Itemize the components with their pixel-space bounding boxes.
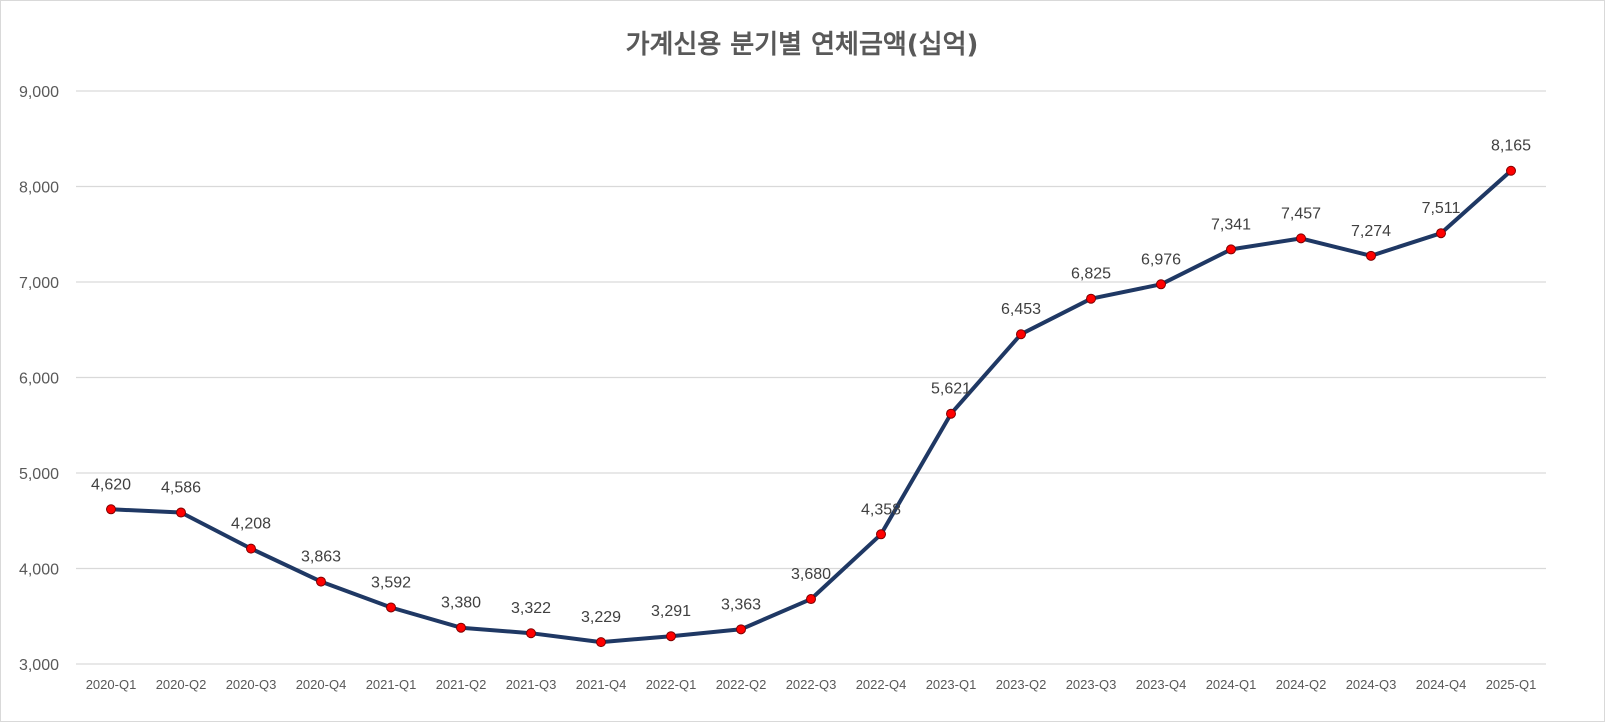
data-label: 3,363 — [721, 596, 761, 613]
data-label: 3,680 — [791, 566, 831, 583]
data-point — [106, 504, 116, 515]
x-tick-label: 2024-Q1 — [1206, 677, 1257, 692]
data-point — [316, 576, 326, 587]
data-point — [1226, 244, 1236, 255]
chart-title: 가계신용 분기별 연체금액(십억) — [626, 30, 979, 60]
data-label: 7,274 — [1351, 223, 1391, 240]
x-tick-label: 2024-Q2 — [1276, 677, 1327, 692]
data-label: 7,457 — [1281, 205, 1321, 222]
data-label: 4,208 — [231, 516, 271, 533]
data-label: 4,586 — [161, 480, 201, 497]
x-tick-label: 2024-Q3 — [1346, 677, 1397, 692]
data-label: 6,976 — [1141, 251, 1181, 268]
data-label: 6,453 — [1001, 301, 1041, 318]
x-tick-label: 2020-Q3 — [226, 677, 277, 692]
markers — [106, 165, 1516, 648]
x-tick-label: 2021-Q4 — [576, 677, 627, 692]
data-label: 5,621 — [931, 381, 971, 398]
x-tick-label: 2022-Q4 — [856, 677, 907, 692]
x-tick-label: 2023-Q4 — [1136, 677, 1187, 692]
data-label: 3,592 — [371, 574, 411, 591]
gridlines — [76, 90, 1546, 665]
y-tick-label: 3,000 — [19, 657, 59, 674]
x-axis-ticks: 2020-Q1 2020-Q2 2020-Q3 2020-Q4 2021-Q1 2021-… — [86, 677, 1537, 692]
data-point — [876, 529, 886, 540]
x-tick-label: 2023-Q2 — [996, 677, 1047, 692]
y-tick-label: 4,000 — [19, 562, 59, 579]
data-point — [1296, 233, 1306, 244]
data-point — [246, 543, 256, 554]
data-point — [456, 622, 466, 633]
x-tick-label: 2022-Q3 — [786, 677, 837, 692]
data-labels: 4,620 4,586 4,208 3,863 3,592 3,380 3,322 3,229… — [91, 138, 1531, 626]
x-tick-label: 2021-Q2 — [436, 677, 487, 692]
data-label: 6,825 — [1071, 266, 1111, 283]
data-label: 3,863 — [301, 549, 341, 566]
data-label: 3,229 — [581, 609, 621, 626]
data-label: 3,322 — [511, 600, 551, 617]
x-tick-label: 2025-Q1 — [1486, 677, 1537, 692]
data-point — [946, 408, 956, 419]
data-label: 4,358 — [861, 501, 901, 518]
x-tick-label: 2020-Q4 — [296, 677, 347, 692]
data-label: 3,291 — [651, 603, 691, 620]
data-point — [666, 631, 676, 642]
x-tick-label: 2021-Q3 — [506, 677, 557, 692]
data-point — [386, 602, 396, 613]
data-point — [1016, 329, 1026, 340]
x-tick-label: 2021-Q1 — [366, 677, 417, 692]
data-label: 8,165 — [1491, 138, 1531, 155]
data-label: 7,511 — [1422, 200, 1461, 217]
y-axis-ticks: 3,000 4,000 5,000 6,000 7,000 8,000 9,000 — [19, 84, 59, 674]
y-tick-label: 9,000 — [19, 84, 59, 101]
data-point — [1366, 250, 1376, 261]
x-tick-label: 2020-Q1 — [86, 677, 137, 692]
x-tick-label: 2022-Q1 — [646, 677, 697, 692]
y-tick-label: 7,000 — [19, 275, 59, 292]
y-tick-label: 6,000 — [19, 371, 59, 388]
data-label: 7,341 — [1211, 216, 1251, 233]
data-point — [806, 594, 816, 605]
data-point — [1086, 293, 1096, 304]
x-tick-label: 2023-Q3 — [1066, 677, 1117, 692]
data-label: 4,620 — [91, 476, 131, 493]
data-point — [1436, 228, 1446, 239]
x-tick-label: 2020-Q2 — [156, 677, 207, 692]
data-point — [1506, 165, 1516, 176]
y-tick-label: 8,000 — [19, 180, 59, 197]
data-point — [176, 507, 186, 518]
data-label: 3,380 — [441, 595, 481, 612]
data-point — [596, 637, 606, 648]
data-point — [736, 624, 746, 635]
x-tick-label: 2024-Q4 — [1416, 677, 1467, 692]
x-tick-label: 2022-Q2 — [716, 677, 767, 692]
data-point — [526, 628, 536, 639]
x-tick-label: 2023-Q1 — [926, 677, 977, 692]
y-tick-label: 5,000 — [19, 466, 59, 483]
data-point — [1156, 279, 1166, 290]
